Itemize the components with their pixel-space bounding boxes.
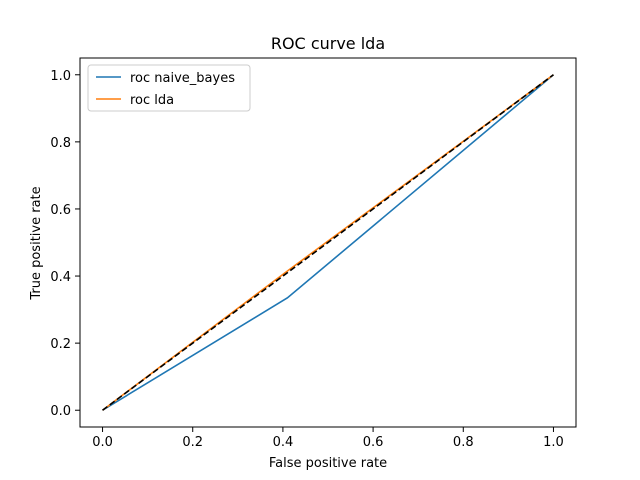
x-axis-ticks: 0.0 0.2 0.4 0.6 0.8 1.0 <box>92 427 564 450</box>
y-axis-label: True positive rate <box>29 186 44 300</box>
y-tick-label: 0.0 <box>50 404 71 419</box>
x-tick-label: 0.0 <box>92 435 113 450</box>
x-tick-label: 0.4 <box>273 435 294 450</box>
y-tick-label: 1.0 <box>50 69 71 84</box>
y-tick-label: 0.2 <box>50 337 71 352</box>
plot-frame <box>79 57 577 428</box>
x-tick-label: 1.0 <box>543 435 564 450</box>
reference-diagonal-line <box>102 74 554 411</box>
y-tick-label: 0.4 <box>50 270 71 285</box>
y-axis-ticks: 0.0 0.2 0.4 0.6 0.8 1.0 <box>50 69 80 419</box>
chart-title: ROC curve lda <box>271 34 385 53</box>
x-axis-label: False positive rate <box>269 456 387 471</box>
x-tick-label: 0.6 <box>363 435 384 450</box>
series-line-naive-bayes <box>102 74 554 411</box>
legend-label: roc lda <box>130 93 174 108</box>
legend-box <box>87 64 251 112</box>
x-tick-label: 0.8 <box>453 435 474 450</box>
x-tick-label: 0.2 <box>182 435 203 450</box>
plot-area: 0.0 0.2 0.4 0.6 0.8 1.0 0.0 0.2 0.4 0.6 0.8 1.0 ro… <box>50 57 577 450</box>
y-tick-label: 0.6 <box>50 203 71 218</box>
series-layer <box>102 74 554 411</box>
y-tick-label: 0.8 <box>50 136 71 151</box>
legend-label: roc naive_bayes <box>130 71 235 86</box>
